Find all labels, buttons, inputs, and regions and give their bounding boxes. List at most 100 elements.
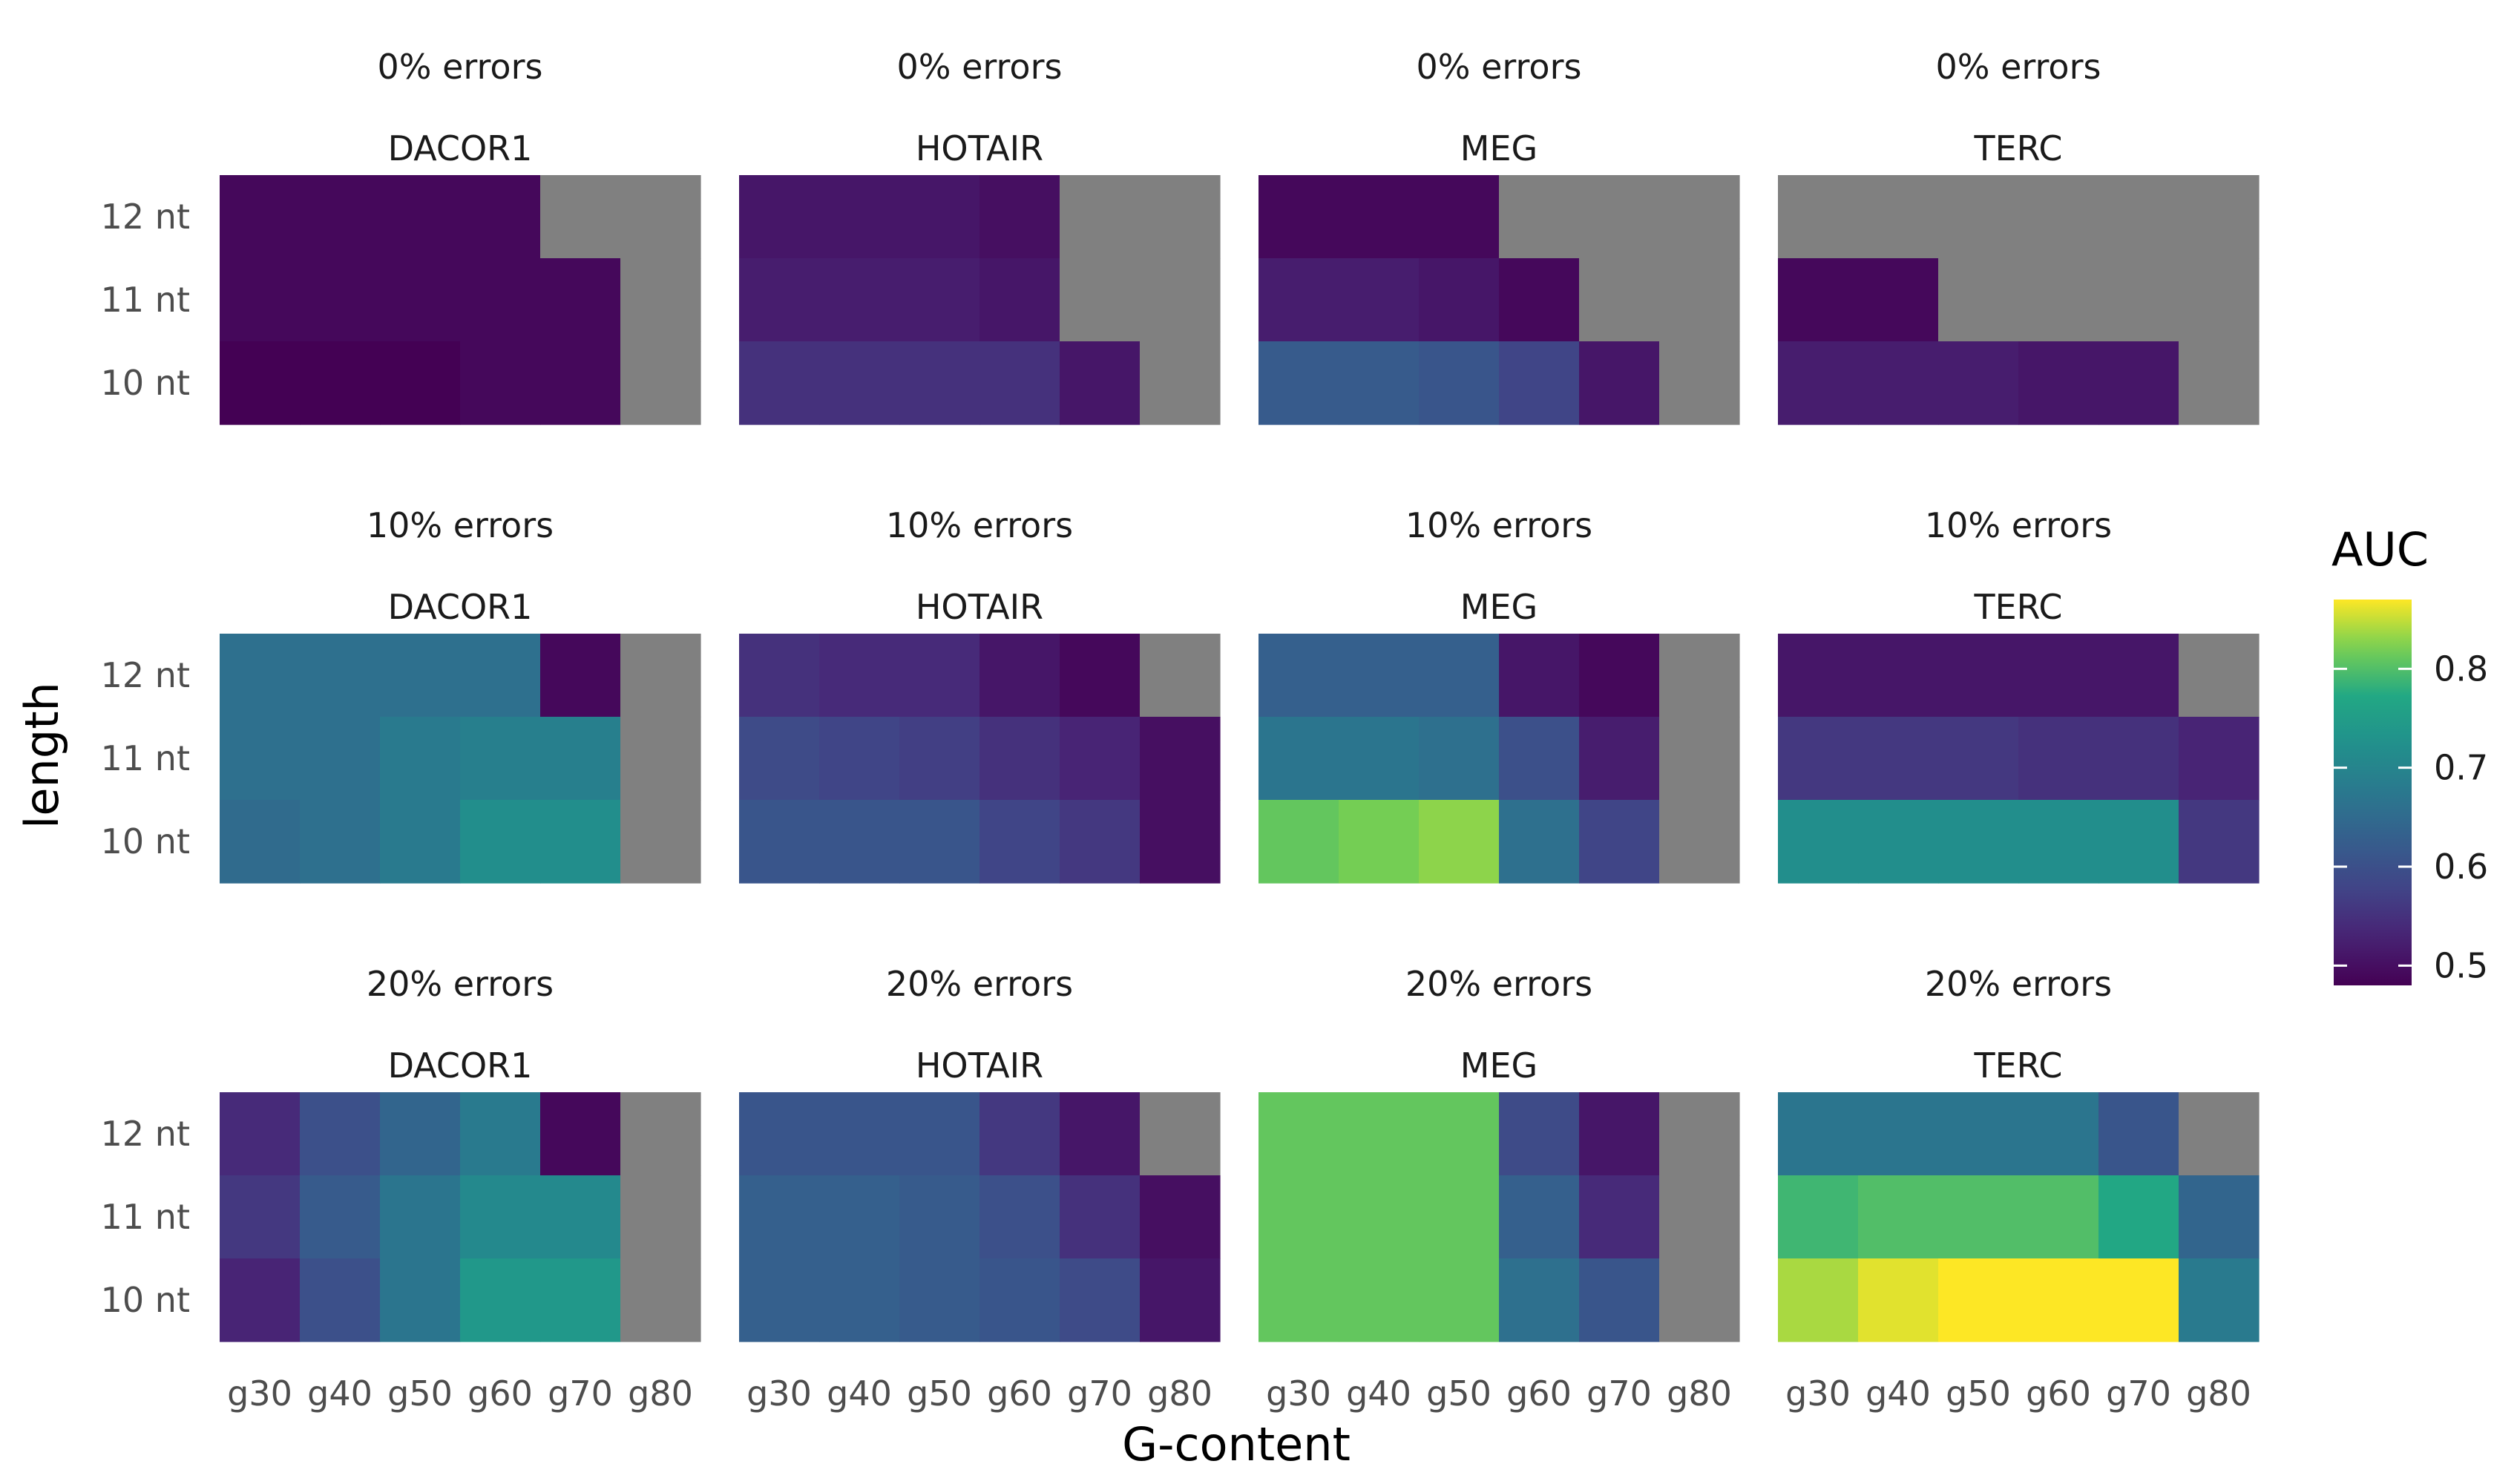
heatmap-cell [1499, 634, 1580, 718]
heatmap-cell [819, 258, 900, 342]
heatmap-cell [1938, 341, 2019, 425]
heatmap-cell [460, 341, 541, 425]
panel-hotair-0: 0% errors HOTAIR [739, 47, 1221, 425]
heatmap-cell [1140, 634, 1221, 718]
x-tick-label: g30 [1785, 1373, 1851, 1414]
heatmap-cell [1858, 1092, 1939, 1176]
heatmap-cell [819, 1175, 900, 1259]
heatmap-cell [300, 717, 381, 801]
heatmap-cell [300, 341, 381, 425]
heatmap-cell [1258, 717, 1339, 801]
heatmap-cell [540, 175, 621, 259]
heatmap-cell [2018, 717, 2099, 801]
heatmap-cell [1659, 634, 1740, 718]
heatmap-cell [620, 175, 701, 259]
x-tick-label: g80 [2186, 1373, 2251, 1414]
heatmap-cell [1419, 1175, 1500, 1259]
heatmap-cell [1858, 175, 1939, 259]
legend-ticks: 0.5 0.6 0.7 0.8 [2334, 649, 2488, 985]
x-tick-label: g80 [628, 1373, 693, 1414]
panel-hotair-1: 10% errors HOTAIR [739, 505, 1221, 884]
heatmap-cell [1140, 341, 1221, 425]
panel-error-label: 10% errors [1925, 505, 2112, 545]
heatmap-cell [620, 800, 701, 884]
heatmap-cell [899, 634, 980, 718]
heatmap-cell [380, 634, 461, 718]
heatmap-cell [1778, 717, 1859, 801]
heatmap-cell [1659, 717, 1740, 801]
heatmap-cell [979, 800, 1060, 884]
heatmap-cell [899, 258, 980, 342]
heatmap-cell [1938, 1092, 2019, 1176]
panel-dacor1-2: 20% errors DACOR1 12 nt 11 nt 10 nt g30 g40 g50… [101, 964, 701, 1414]
heatmap-cell [1858, 1175, 1939, 1259]
heatmap-cell [1140, 1258, 1221, 1342]
heatmap-cell [620, 1175, 701, 1259]
heatmap-cell [460, 258, 541, 342]
heatmap-cell [2179, 258, 2260, 342]
heatmap-cell [1419, 800, 1500, 884]
heatmap-cell [2179, 1175, 2260, 1259]
heatmap-cell [1659, 175, 1740, 259]
heatmap-cell [1258, 258, 1339, 342]
heatmap-cell [1778, 1175, 1859, 1259]
x-tick-label: g60 [987, 1373, 1052, 1414]
heatmap-cell [220, 341, 301, 425]
y-axis-label: length [15, 682, 69, 829]
heatmap-cell [819, 800, 900, 884]
heatmap-cell [1499, 717, 1580, 801]
heatmap-cell [2018, 800, 2099, 884]
panel-meg-1: 10% errors MEG [1258, 505, 1740, 884]
panel-hotair-2: 20% errors HOTAIR g30 g40 g50 g60 g70 g80 [739, 964, 1221, 1414]
heatmap-cell [1140, 800, 1221, 884]
heatmap-cell [1858, 341, 1939, 425]
panel-error-label: 20% errors [886, 964, 1073, 1004]
heatmap-cell [1060, 1258, 1141, 1342]
x-tick-label: g70 [2106, 1373, 2171, 1414]
heatmap-cell [460, 1175, 541, 1259]
heatmap-cell [540, 258, 621, 342]
heatmap-cell [1938, 175, 2019, 259]
heatmap-cell [460, 1092, 541, 1176]
panel-gene-label: DACOR1 [388, 587, 533, 627]
heatmap-cell [1778, 800, 1859, 884]
heatmap-cell [1258, 1258, 1339, 1342]
heatmap-cell [1419, 341, 1500, 425]
panel-terc-2: 20% errors TERC g30 g40 g50 g60 g70 g80 [1778, 964, 2260, 1414]
heatmap-cell [2098, 717, 2179, 801]
heatmap-cell [2018, 258, 2099, 342]
heatmap-cell [739, 1092, 820, 1176]
heatmap-cell [1258, 800, 1339, 884]
heatmap-cell [220, 1258, 301, 1342]
panel-error-label: 20% errors [1925, 964, 2112, 1004]
heatmap-cell [819, 634, 900, 718]
heatmap-cell [1659, 258, 1740, 342]
heatmap-cell [1060, 634, 1141, 718]
heatmap-cell [540, 634, 621, 718]
heatmap-cell [1778, 258, 1859, 342]
heatmap-cell [2018, 341, 2099, 425]
heatmap-cell [1419, 717, 1500, 801]
heatmap-cell [739, 1258, 820, 1342]
heatmap-cell [1499, 175, 1580, 259]
heatmap-cell [1778, 1092, 1859, 1176]
heatmap-cell [1339, 800, 1420, 884]
panel-error-label: 0% errors [1936, 47, 2101, 87]
heatmap-cell [1419, 258, 1500, 342]
heatmap-cell [300, 175, 381, 259]
heatmap-cell [2179, 717, 2260, 801]
y-tick-label: 12 nt [101, 1114, 190, 1154]
x-tick-label: g80 [1667, 1373, 1732, 1414]
panel-dacor1-1: 10% errors DACOR1 12 nt 11 nt 10 nt [101, 505, 701, 884]
heatmap-cell [979, 1258, 1060, 1342]
heatmap-cell [739, 258, 820, 342]
heatmap-cell [1339, 717, 1420, 801]
heatmap-cell [1060, 1092, 1141, 1176]
legend-colorbar [2334, 600, 2412, 985]
x-tick-label: g40 [1346, 1373, 1411, 1414]
heatmap-cell [1258, 1092, 1339, 1176]
heatmap-cell [979, 258, 1060, 342]
panel-dacor1-0: 0% errors DACOR1 12 nt 11 nt 10 nt [101, 47, 701, 425]
heatmap-cell [1258, 634, 1339, 718]
heatmap-cell [1140, 1175, 1221, 1259]
